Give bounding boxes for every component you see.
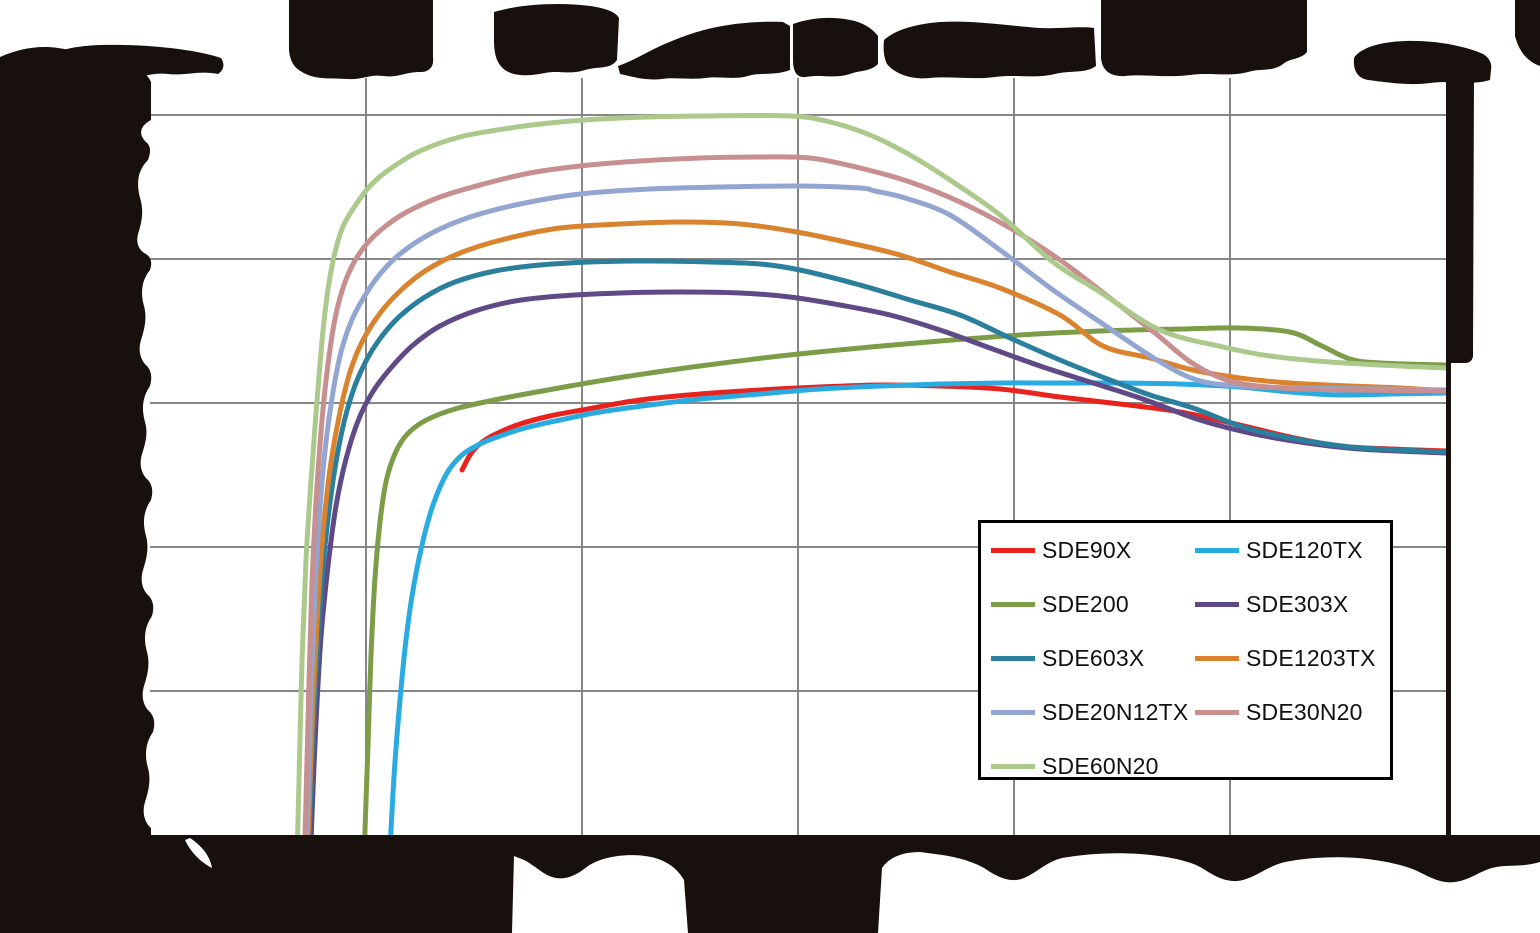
legend-label: SDE30N20 (1246, 698, 1363, 725)
legend-swatch (991, 601, 1035, 607)
data-curves (293, 112, 1450, 903)
legend-label: SDE303X (1246, 590, 1349, 617)
legend-swatch (991, 655, 1035, 661)
legend-entry-SDE20N12TX: SDE20N12TX (991, 698, 1189, 725)
legend-swatch (991, 709, 1035, 715)
legend-swatch (991, 763, 1035, 769)
legend-swatch (1195, 655, 1239, 661)
band-white-notch (185, 838, 212, 868)
obscured-top-label-blob (494, 4, 619, 76)
legend-label: SDE1203TX (1246, 644, 1376, 671)
series-curve-SDE200 (360, 325, 1450, 903)
right-frame-line (1446, 60, 1451, 860)
legend-swatch (991, 547, 1035, 553)
series-curve-SDE30N20 (300, 154, 1450, 903)
obscured-right-axis-blob (1447, 60, 1474, 363)
obscured-top-label-blob (289, 0, 434, 80)
legend-label: SDE20N12TX (1042, 698, 1189, 725)
series-curve-SDE120TX (385, 380, 1450, 903)
legend-entry-SDE603X: SDE603X (991, 644, 1145, 671)
series-curve-SDE90X (459, 382, 1450, 473)
legend: SDE90X SDE120TX SDE200 SDE303X SDE603X SDE120… (978, 520, 1393, 780)
legend-label: SDE603X (1042, 644, 1145, 671)
plot-frame (1446, 60, 1451, 860)
legend-entry-SDE200: SDE200 (991, 590, 1129, 617)
series-curve-SDE20N12TX (302, 183, 1450, 903)
legend-entry-SDE303X: SDE303X (1195, 590, 1349, 617)
legend-swatch (1195, 547, 1239, 553)
legend-entry-SDE90X: SDE90X (991, 536, 1132, 563)
legend-entry-SDE60N20: SDE60N20 (991, 752, 1159, 779)
obscured-top-corner-blob (1515, 0, 1540, 66)
series-curve-SDE60N20 (293, 112, 1450, 903)
legend-entry-SDE1203TX: SDE1203TX (1195, 644, 1376, 671)
series-curve-SDE1203TX (303, 219, 1450, 903)
obscured-top-label-blob (1101, 0, 1307, 77)
legend-swatch (1195, 601, 1239, 607)
obscured-top-label-blob (44, 44, 224, 79)
legend-label: SDE120TX (1246, 536, 1363, 563)
legend-entry-SDE30N20: SDE30N20 (1195, 698, 1363, 725)
obscured-top-label-blob (618, 21, 790, 80)
obscured-top-label-blob (883, 21, 1096, 79)
series-curve-SDE603X (304, 258, 1450, 903)
obscured-x-axis-labels-blob (0, 835, 1540, 933)
legend-label: SDE60N20 (1042, 752, 1159, 779)
legend-label: SDE90X (1042, 536, 1132, 563)
legend-swatch (1195, 709, 1239, 715)
legend-entry-SDE120TX: SDE120TX (1195, 536, 1363, 563)
obscured-top-label-blob (793, 17, 878, 78)
series-curve-SDE303X (306, 289, 1450, 903)
legend-label: SDE200 (1042, 590, 1129, 617)
obscured-y-axis-labels-blob (0, 47, 155, 933)
